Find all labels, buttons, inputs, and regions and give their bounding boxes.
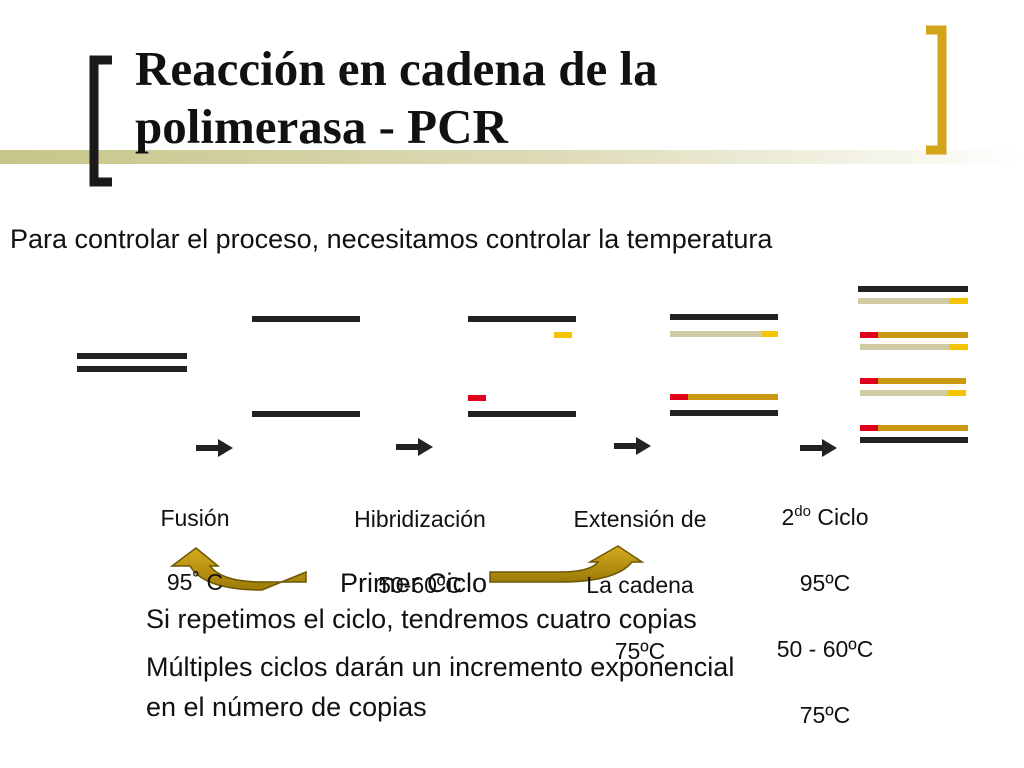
label-hibridizacion: Hibridización 50-60ºC <box>320 470 520 635</box>
primer-ciclo-label: Primer Ciclo <box>340 568 488 598</box>
ciclo2-num: 2 <box>781 504 795 530</box>
note-repeat: Si repetimos el ciclo, tendremos cuatro … <box>146 604 697 634</box>
note-multiple-line-2: en el número de copias <box>146 692 427 722</box>
hibridizacion-temp: 50-60ºC <box>378 572 462 598</box>
dna-four-copies <box>858 286 968 443</box>
ciclo2-temp-1: 95ºC <box>799 570 851 596</box>
right-bracket <box>926 25 947 155</box>
step-arrow-2 <box>396 438 433 456</box>
cycle-arrow-right <box>489 545 645 583</box>
primer-red <box>468 395 486 401</box>
ciclo2-sup: do <box>794 503 811 520</box>
ciclo2-temp-3: 75ºC <box>799 702 851 728</box>
extension-temp: 75ºC <box>614 638 666 664</box>
ciclo2-word: Ciclo <box>810 504 869 530</box>
fusion-temp: 95˚ C <box>166 569 224 595</box>
intro-text: Para controlar el proceso, necesitamos c… <box>10 224 773 254</box>
step-arrow-3 <box>614 437 651 455</box>
extension-line-2: La cadena <box>586 572 694 598</box>
fusion-name: Fusión <box>160 505 230 531</box>
left-bracket <box>89 55 112 187</box>
title-line-1: Reacción en cadena de la <box>135 41 658 96</box>
label-extension: Extensión de La cadena 75ºC <box>545 470 735 701</box>
ciclo2-temp-2: 50 - 60ºC <box>776 636 874 662</box>
step-arrow-1 <box>196 439 233 457</box>
ciclo2-heading: 2do Ciclo <box>750 501 900 534</box>
extension-line-1: Extensión de <box>573 506 707 532</box>
label-segundo-ciclo: 2do Ciclo 95ºC 50 - 60ºC 75ºC <box>750 468 900 765</box>
dna-extended-strands <box>670 314 778 416</box>
slide-title: Reacción en cadena de la polimerasa - PC… <box>135 40 895 156</box>
note-multiple-line-1: Múltiples ciclos darán un incremento exp… <box>146 652 735 682</box>
dna-separated-strands <box>252 316 360 417</box>
title-line-2: polimerasa - PCR <box>135 99 508 154</box>
cycle-arrow-left <box>169 547 307 591</box>
title-band <box>0 150 1024 164</box>
dna-primers-annealed <box>468 316 576 417</box>
hibridizacion-name: Hibridización <box>354 506 486 532</box>
label-fusion: Fusión 95˚ C <box>150 470 240 630</box>
step-arrow-4 <box>800 439 837 457</box>
dna-double-strand <box>77 353 187 372</box>
primer-yellow <box>554 332 572 338</box>
